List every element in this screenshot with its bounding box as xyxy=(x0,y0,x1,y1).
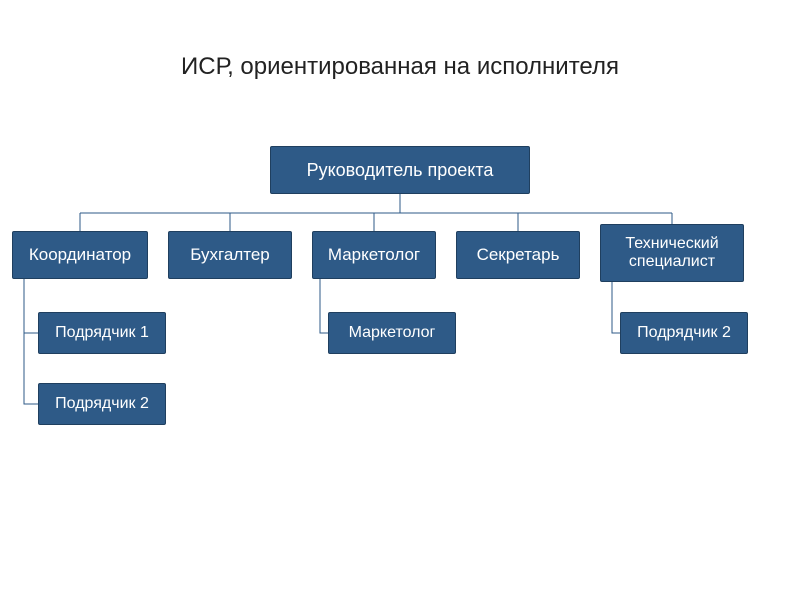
node-marketer: Маркетолог xyxy=(312,231,436,279)
node-tech: Технический специалист xyxy=(600,224,744,282)
node-secretary: Секретарь xyxy=(456,231,580,279)
node-contractor-2-left: Подрядчик 2 xyxy=(38,383,166,425)
node-label: Бухгалтер xyxy=(190,245,270,265)
node-label: Подрядчик 2 xyxy=(55,395,149,413)
node-label: Руководитель проекта xyxy=(307,160,494,181)
node-coordinator: Координатор xyxy=(12,231,148,279)
node-contractor-2-right: Подрядчик 2 xyxy=(620,312,748,354)
node-label: Маркетолог xyxy=(328,245,420,265)
node-root: Руководитель проекта xyxy=(270,146,530,194)
node-accountant: Бухгалтер xyxy=(168,231,292,279)
node-label: Координатор xyxy=(29,245,131,265)
page-title: ИСР, ориентированная на исполнителя xyxy=(0,53,800,81)
node-label: Секретарь xyxy=(477,245,560,265)
node-label: Подрядчик 1 xyxy=(55,324,149,342)
node-label: Подрядчик 2 xyxy=(637,324,731,342)
node-label: Технический специалист xyxy=(607,235,737,272)
connector-lines xyxy=(0,0,800,600)
node-marketer-child: Маркетолог xyxy=(328,312,456,354)
org-chart-canvas: ИСР, ориентированная на исполнителя Руко… xyxy=(0,0,800,600)
node-label: Маркетолог xyxy=(349,324,436,342)
node-contractor-1: Подрядчик 1 xyxy=(38,312,166,354)
